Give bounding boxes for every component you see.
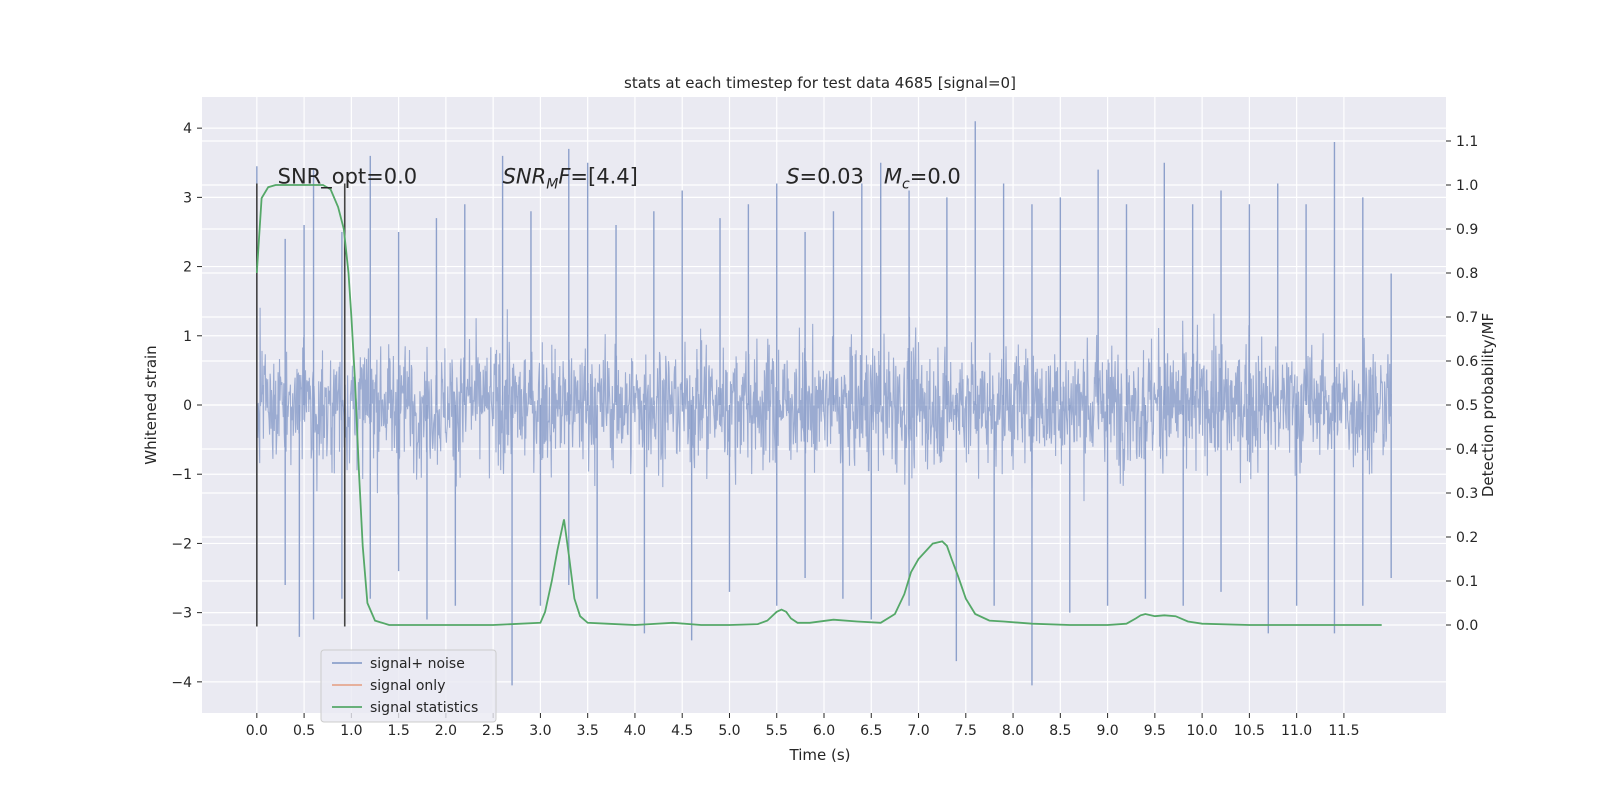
y2-tick-label: 0.4 [1456,442,1478,458]
x-tick-label: 5.5 [766,723,788,739]
x-axis-ticks: 0.0 0.5 1.0 1.5 2.0 2.5 3.0 3.5 4.0 4.5 5.0 5.5 6.0 6… [246,713,1359,739]
y2-tick-label: 1.0 [1456,178,1478,194]
legend-label-signal-only: signal only [370,678,445,694]
y-tick-label: 0 [183,398,192,414]
series-signal-noise-peaks [256,121,1392,686]
x-tick-label: 10.5 [1234,723,1265,739]
x-tick-label: 4.5 [671,723,693,739]
y-tick-label: 2 [183,260,192,276]
x-tick-label: 8.5 [1049,723,1071,739]
y2-tick-label: 0.3 [1456,486,1478,502]
y2-tick-label: 0.5 [1456,398,1478,414]
x-tick-label: 7.0 [907,723,929,739]
noise-layer [256,121,1392,686]
x-tick-label: 7.5 [955,723,977,739]
y2-tick-label: 0.2 [1456,530,1478,546]
x-tick-label: 11.0 [1281,723,1312,739]
x-tick-label: 0.0 [246,723,268,739]
y-tick-label: 1 [183,329,192,345]
y2-tick-label: 0.0 [1456,618,1478,634]
stat-layer [255,184,1382,626]
x-tick-label: 3.5 [577,723,599,739]
x-tick-label: 8.0 [1002,723,1024,739]
x-tick-label: 6.0 [813,723,835,739]
legend-label-signal-noise: signal+ noise [370,656,465,672]
x-tick-label: 1.5 [387,723,409,739]
x-tick-label: 10.0 [1187,723,1218,739]
annotation-text: SNR_opt=0.0 [278,165,418,190]
y2-axis-label: Detection probability/MF [1479,313,1497,497]
y2-tick-label: 0.8 [1456,266,1478,282]
y2-tick-label: 1.1 [1456,134,1478,150]
y2-tick-label: 0.1 [1456,574,1478,590]
annotations: SNR_opt=0.0 SNRMF=[4.4] S=0.03 Mc=0.0 [278,165,961,193]
x-tick-label: 4.0 [624,723,646,739]
legend-box [320,649,497,723]
x-tick-label: 6.5 [860,723,882,739]
series-signal-noise-line [256,307,1392,502]
y-axis-label: Whitened strain [142,345,160,464]
chart-title: stats at each timestep for test data 468… [624,74,1016,92]
x-tick-label: 9.5 [1144,723,1166,739]
x-tick-label: 2.0 [435,723,457,739]
y2-tick-label: 0.7 [1456,310,1478,326]
y-tick-label: 3 [183,190,192,206]
x-tick-label: 3.0 [529,723,551,739]
x-tick-label: 0.5 [293,723,315,739]
x-tick-label: 1.0 [340,723,362,739]
y2-axis-ticks: 0.0 0.1 0.2 0.3 0.4 0.5 0.6 0.7 0.8 0.9 1.0 1.1 [1446,134,1478,634]
vline-layer [256,183,346,627]
y-tick-label: −2 [171,536,192,552]
y-tick-label: −4 [171,675,192,691]
x-tick-label: 2.5 [482,723,504,739]
legend: signal+ noise signal only signal statist… [320,649,497,723]
legend-label-signal-statistics: signal statistics [370,700,478,716]
annotation-text: SNRMF=[4.4] [503,165,638,193]
x-tick-label: 11.5 [1328,723,1359,739]
x-tick-label: 9.0 [1096,723,1118,739]
y-tick-label: 4 [183,121,192,137]
series-signal-statistics-line [255,184,1382,626]
y2-tick-label: 0.9 [1456,222,1478,238]
y-tick-label: −1 [171,467,192,483]
x-axis-label: Time (s) [789,746,851,764]
y-tick-label: −3 [171,606,192,622]
y2-tick-label: 0.6 [1456,354,1478,370]
x-tick-label: 5.0 [718,723,740,739]
annotation-text: S=0.03 Mc=0.0 [786,165,961,193]
y-axis-ticks: −4 −3 −2 −1 0 1 2 3 4 [171,121,202,691]
